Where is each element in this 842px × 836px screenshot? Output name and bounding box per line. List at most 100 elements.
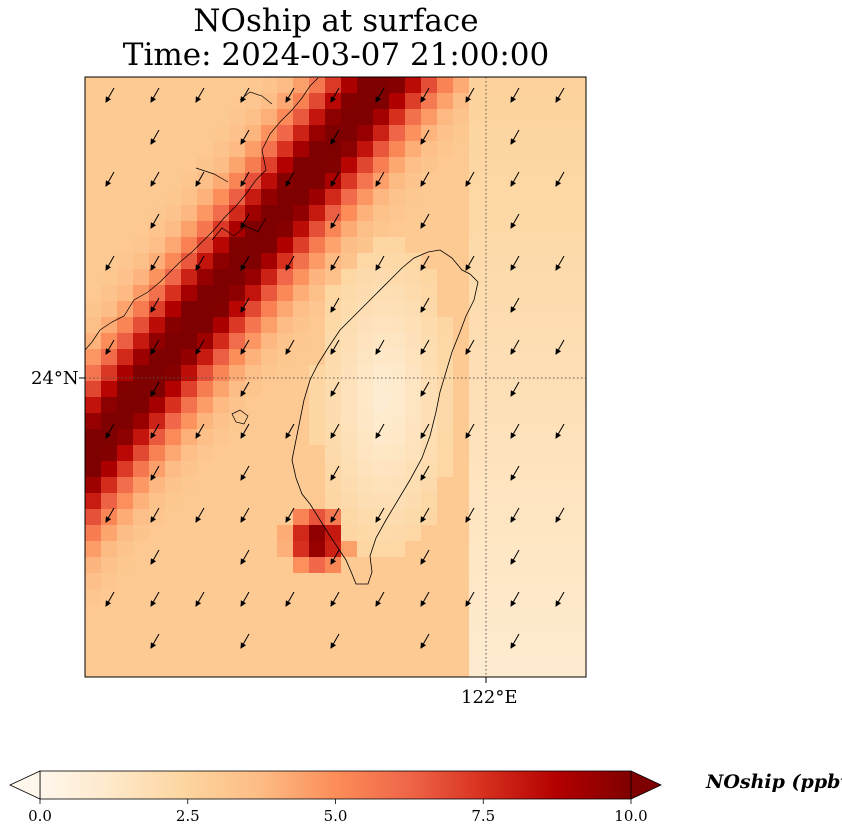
concentration-cell (485, 333, 502, 350)
concentration-cell (533, 493, 550, 510)
concentration-cell (357, 141, 374, 158)
concentration-cell (117, 93, 134, 110)
concentration-cell (405, 493, 422, 510)
concentration-cell (373, 493, 390, 510)
concentration-cell (437, 77, 454, 94)
concentration-cell (245, 141, 262, 158)
concentration-cell (277, 349, 294, 366)
concentration-cell (517, 173, 534, 190)
concentration-cell (357, 157, 374, 174)
wind-arrow (330, 255, 340, 271)
concentration-cell (373, 445, 390, 462)
concentration-cell (293, 509, 310, 526)
concentration-cell (309, 429, 326, 446)
concentration-cell (453, 509, 470, 526)
concentration-cell (485, 349, 502, 366)
concentration-cell (117, 589, 134, 606)
concentration-cell (453, 333, 470, 350)
concentration-cell (453, 637, 470, 654)
concentration-cell (181, 333, 198, 350)
concentration-cell (581, 525, 586, 542)
concentration-cell (581, 637, 586, 654)
concentration-cell (293, 381, 310, 398)
concentration-cell (85, 381, 102, 398)
concentration-cell (181, 397, 198, 414)
concentration-cell (245, 109, 262, 126)
concentration-cell (261, 237, 278, 254)
concentration-cell (277, 637, 294, 654)
concentration-cell (245, 621, 262, 638)
concentration-cell (277, 461, 294, 478)
concentration-cell (533, 221, 550, 238)
concentration-cell (229, 445, 246, 462)
concentration-cell (245, 381, 262, 398)
concentration-cell (85, 477, 102, 494)
concentration-cell (405, 669, 422, 677)
wind-arrow (420, 87, 430, 103)
concentration-cell (517, 157, 534, 174)
concentration-cell (245, 541, 262, 558)
wind-arrow (150, 213, 160, 229)
concentration-cell (85, 493, 102, 510)
concentration-cell (469, 221, 486, 238)
wind-arrow (375, 423, 385, 439)
concentration-cell (181, 205, 198, 222)
wind-arrow (150, 171, 160, 187)
concentration-cell (421, 269, 438, 286)
lon-tick-label: 122°E (461, 687, 518, 708)
concentration-cell (373, 221, 390, 238)
concentration-cell (181, 349, 198, 366)
concentration-cell (213, 413, 230, 430)
concentration-cell (437, 605, 454, 622)
colorbar-body (39, 770, 632, 800)
concentration-cell (341, 413, 358, 430)
concentration-cell (389, 605, 406, 622)
concentration-cell (405, 621, 422, 638)
concentration-cell (309, 205, 326, 222)
concentration-cell (437, 237, 454, 254)
concentration-cell (549, 589, 566, 606)
concentration-cell (229, 541, 246, 558)
concentration-cell (453, 269, 470, 286)
concentration-cell (197, 541, 214, 558)
wind-arrow (510, 87, 520, 103)
china-coastline (85, 77, 319, 351)
concentration-cell (85, 557, 102, 574)
concentration-cell (549, 157, 566, 174)
concentration-cell (133, 157, 150, 174)
concentration-cell (485, 477, 502, 494)
concentration-cell (245, 445, 262, 462)
concentration-cell (213, 173, 230, 190)
concentration-cell (309, 509, 326, 526)
wind-arrow (510, 549, 520, 565)
concentration-cell (357, 669, 374, 677)
concentration-cell (517, 573, 534, 590)
wind-arrow (555, 507, 565, 523)
concentration-cell (85, 173, 102, 190)
concentration-cell (453, 157, 470, 174)
concentration-cell (517, 365, 534, 382)
concentration-cell (389, 317, 406, 334)
wind-arrow (420, 549, 430, 565)
concentration-cell (325, 221, 342, 238)
concentration-cell (341, 269, 358, 286)
concentration-cell (165, 621, 182, 638)
concentration-cell (469, 605, 486, 622)
wind-arrow (150, 465, 160, 481)
concentration-cell (389, 157, 406, 174)
concentration-cell (453, 445, 470, 462)
colorbar-tick-label: 10.0 (614, 807, 648, 825)
concentration-cell (245, 189, 262, 206)
concentration-cell (325, 397, 342, 414)
concentration-cell (261, 253, 278, 270)
concentration-cell (421, 525, 438, 542)
concentration-cell (389, 333, 406, 350)
concentration-cell (405, 157, 422, 174)
concentration-cell (501, 77, 518, 94)
concentration-cell (469, 669, 486, 677)
concentration-cell (357, 525, 374, 542)
concentration-cell (549, 653, 566, 670)
concentration-cell (341, 349, 358, 366)
concentration-cell (533, 77, 550, 94)
concentration-cell (165, 253, 182, 270)
